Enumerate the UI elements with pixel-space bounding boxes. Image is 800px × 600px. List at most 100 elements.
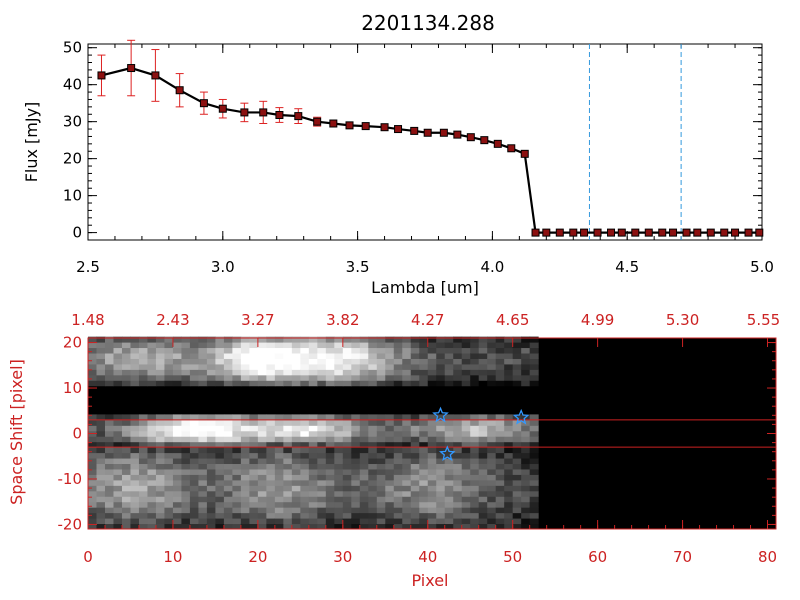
heatmap-cell bbox=[308, 479, 318, 486]
heatmap-cell bbox=[317, 430, 327, 437]
heatmap-cell bbox=[181, 419, 191, 426]
heatmap-cell bbox=[385, 447, 395, 454]
heatmap-cell bbox=[436, 358, 446, 365]
heatmap-cell bbox=[283, 512, 293, 519]
heatmap-cell bbox=[461, 458, 471, 465]
heatmap-cell bbox=[206, 468, 216, 475]
heatmap-cell bbox=[444, 458, 454, 465]
heatmap-cell bbox=[189, 485, 199, 492]
heatmap-cell bbox=[308, 447, 318, 454]
heatmap-cell bbox=[461, 441, 471, 448]
heatmap-cell bbox=[512, 347, 522, 354]
heatmap-cell bbox=[478, 353, 488, 359]
heatmap-cell bbox=[444, 353, 454, 359]
heatmap-cell bbox=[427, 363, 437, 370]
heatmap-cell bbox=[172, 374, 182, 381]
heatmap-cell bbox=[138, 441, 148, 448]
heatmap-cell bbox=[189, 342, 199, 349]
heatmap-cell bbox=[402, 518, 412, 525]
heatmap-cell bbox=[249, 430, 259, 437]
heatmap-cell bbox=[291, 501, 301, 508]
heatmap-cell bbox=[385, 347, 395, 354]
heatmap-cell bbox=[368, 436, 378, 443]
spectrum-point bbox=[542, 228, 551, 237]
heatmap-cell bbox=[266, 458, 276, 465]
heatmap-cell bbox=[461, 452, 471, 459]
heatmap-cell bbox=[368, 425, 378, 432]
heatmap-cell bbox=[436, 419, 446, 426]
heatmap-cell bbox=[291, 463, 301, 470]
heatmap-cell bbox=[88, 336, 97, 343]
heatmap-cell bbox=[138, 463, 148, 470]
spectrum-point bbox=[644, 228, 653, 237]
heatmap-cell bbox=[495, 463, 505, 470]
heatmap-cell bbox=[223, 479, 233, 486]
heatmap-cell bbox=[325, 414, 335, 421]
heatmap-cell bbox=[138, 512, 148, 519]
heatmap-cell bbox=[121, 523, 131, 530]
heatmap-cell bbox=[155, 463, 165, 470]
heatmap-cell bbox=[240, 463, 250, 470]
heatmap-cell bbox=[334, 430, 344, 437]
heatmap-cell bbox=[164, 507, 174, 514]
heatmap-cell bbox=[359, 485, 369, 492]
heatmap-cell bbox=[376, 441, 386, 448]
heatmap-cell bbox=[512, 512, 522, 519]
heatmap-cell bbox=[130, 501, 140, 508]
heatmap-cell bbox=[521, 485, 531, 492]
heatmap-cell bbox=[206, 463, 216, 470]
heatmap-cell bbox=[529, 523, 539, 530]
heatmap-cell bbox=[342, 363, 352, 370]
heatmap-cell bbox=[444, 496, 454, 503]
heatmap-cell bbox=[461, 419, 471, 426]
heatmap-cell bbox=[478, 468, 488, 475]
spectrum-ylabel: Flux [mJy] bbox=[22, 102, 41, 183]
heatmap-cell bbox=[164, 523, 174, 530]
heatmap-cell bbox=[240, 419, 250, 426]
heatmap-cell bbox=[470, 512, 480, 519]
heatmap-cell bbox=[181, 369, 191, 376]
heatmap-cell bbox=[283, 463, 293, 470]
spectrum-point bbox=[631, 228, 640, 237]
heatmap-cell bbox=[206, 414, 216, 421]
heatmap-cell bbox=[478, 512, 488, 519]
heatmap-cell bbox=[147, 342, 157, 349]
heatmap-cell bbox=[495, 512, 505, 519]
heatmap-cell bbox=[444, 518, 454, 525]
heatmap-cell bbox=[121, 507, 131, 514]
heatmap-cell bbox=[444, 369, 454, 376]
heatmap-cell bbox=[300, 380, 310, 387]
spectrum-point bbox=[127, 64, 136, 73]
heatmap-cell bbox=[529, 342, 539, 349]
heatmap-cell bbox=[342, 430, 352, 437]
heatmap-cell bbox=[478, 458, 488, 465]
heatmap-cell bbox=[427, 441, 437, 448]
heatmap-cell bbox=[274, 512, 284, 519]
heatmap-cell bbox=[104, 430, 114, 437]
heatmap-cell bbox=[138, 419, 148, 426]
heatmap-cell bbox=[274, 468, 284, 475]
spectrum-ytick-label: 0 bbox=[72, 224, 82, 242]
heatmap-cell bbox=[274, 518, 284, 525]
heatmap-cell bbox=[470, 501, 480, 508]
heatmap-cell bbox=[436, 414, 446, 421]
heatmap-cell bbox=[419, 425, 429, 432]
heatmap-cell bbox=[198, 419, 208, 426]
heatmap-cell bbox=[521, 463, 531, 470]
heatmap-cell bbox=[130, 441, 140, 448]
heatmap-cell bbox=[96, 485, 106, 492]
heatmap-cell bbox=[266, 512, 276, 519]
heatmap-cell bbox=[189, 474, 199, 481]
heatmap-cell bbox=[512, 501, 522, 508]
heatmap-cell bbox=[206, 452, 216, 459]
heatmap-cell bbox=[529, 496, 539, 503]
heatmap-cell bbox=[410, 479, 420, 486]
spectrum-point bbox=[361, 122, 370, 131]
heatmap-cell bbox=[427, 501, 437, 508]
heatmap-cell bbox=[385, 441, 395, 448]
heatmap-cell bbox=[368, 518, 378, 525]
heatmap-cell bbox=[529, 436, 539, 443]
heatmap-cell bbox=[521, 458, 531, 465]
heatmap-cell bbox=[257, 347, 267, 354]
heatmap-cell bbox=[325, 336, 335, 343]
